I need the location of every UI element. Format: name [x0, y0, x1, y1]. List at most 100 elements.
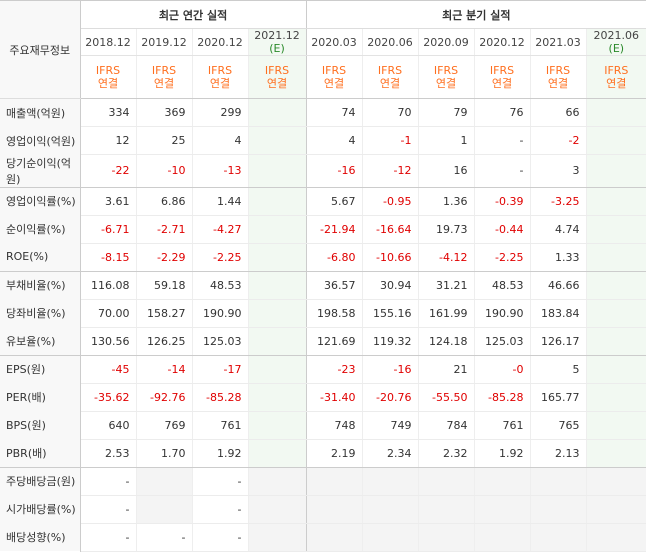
table-cell: -2.25 — [192, 243, 249, 272]
ifrs-consolidated-label: IFRS 연결 — [306, 55, 363, 99]
table-cell — [418, 495, 475, 524]
table-row: 순이익률(%) -6.71 -2.71 -4.27 -21.94 -16.64 19.73-… — [0, 215, 647, 244]
ifrs-consolidated-label: IFRS 연결 — [474, 55, 531, 99]
table-cell — [248, 98, 307, 127]
row-label: EPS(원) — [0, 355, 81, 383]
table-cell: -1 — [362, 126, 419, 155]
table-cell: 5 — [530, 355, 587, 384]
table-cell: 25 — [136, 126, 193, 155]
table-cell: 59.18 — [136, 271, 193, 300]
table-cell: 1.70 — [136, 439, 193, 468]
table-cell: -4.12 — [418, 243, 475, 272]
estimate-marker: (E) — [608, 42, 625, 55]
table-cell: 36.57 — [306, 271, 363, 300]
table-cell: 76 — [474, 98, 531, 127]
ifrs-label: IFRS — [377, 64, 403, 77]
table-cell — [248, 327, 307, 356]
table-cell: -0.44 — [474, 215, 531, 244]
table-cell: -35.62 — [80, 383, 137, 412]
table-cell: 16 — [418, 154, 475, 188]
table-cell: 190.90 — [474, 299, 531, 328]
table-cell: 1.92 — [192, 439, 249, 468]
table-cell — [306, 495, 363, 524]
table-cell: - — [80, 495, 137, 524]
table-cell — [248, 467, 307, 496]
table-cell — [474, 495, 531, 524]
period-label: 2020.03 — [311, 35, 357, 49]
table-cell — [248, 355, 307, 384]
table-cell — [586, 383, 647, 412]
table-cell: -21.94 — [306, 215, 363, 244]
row-label: 부채비율(%) — [0, 271, 81, 299]
table-row: PBR(배) 2.53 1.70 1.92 2.19 2.34 2.32 1.92 2.13 — [0, 439, 647, 468]
table-cell: 183.84 — [530, 299, 587, 328]
table-row: EPS(원) -45 -14 -17 -23 -16 21 -0 5 — [0, 355, 647, 384]
table-cell: 2.32 — [418, 439, 475, 468]
period-label: 2020.06 — [367, 35, 413, 49]
table-row: 부채비율(%) 116.08 59.18 48.53 36.57 30.94 31.21 48… — [0, 271, 647, 300]
table-cell: -2 — [530, 126, 587, 155]
table-cell — [248, 154, 307, 188]
table-cell: 66 — [530, 98, 587, 127]
table-cell: 765 — [530, 411, 587, 440]
period-header: 2020.09 — [418, 28, 475, 56]
table-header: 주요재무정보 최근 연간 실적 최근 분기 실적 2018.12 2019.12 2… — [0, 0, 647, 99]
table-row: 배당성향(%) - - - — [0, 523, 647, 552]
table-row: BPS(원) 640 769 761 748 749 784 761 765 — [0, 411, 647, 440]
consolidated-label: 연결 — [209, 77, 231, 90]
table-cell: - — [474, 126, 531, 155]
table-cell: 1.36 — [418, 187, 475, 216]
ifrs-consolidated-label: IFRS 연결 — [418, 55, 475, 99]
table-cell: 126.25 — [136, 327, 193, 356]
table-cell: - — [136, 523, 193, 552]
table-cell: -85.28 — [474, 383, 531, 412]
table-cell: - — [80, 467, 137, 496]
period-label: 2021.06 — [593, 29, 640, 42]
table-cell: 4.74 — [530, 215, 587, 244]
table-cell: 3 — [530, 154, 587, 188]
ifrs-label: IFRS — [151, 64, 177, 77]
table-row: 영업이익률(%) 3.61 6.86 1.44 5.67 -0.95 1.36 -0.39 -3… — [0, 187, 647, 216]
table-cell — [362, 495, 419, 524]
table-cell: -3.25 — [530, 187, 587, 216]
period-header: 2021.06 (E) — [586, 28, 647, 56]
table-cell: 70 — [362, 98, 419, 127]
row-label: 배당성향(%) — [0, 523, 81, 551]
table-cell: -0 — [474, 355, 531, 384]
table-cell: 2.53 — [80, 439, 137, 468]
table-cell: -4.27 — [192, 215, 249, 244]
table-cell: -2.29 — [136, 243, 193, 272]
table-cell: 119.32 — [362, 327, 419, 356]
consolidated-label: 연결 — [435, 77, 457, 90]
table-cell: -55.50 — [418, 383, 475, 412]
table-cell: 369 — [136, 98, 193, 127]
table-cell: -31.40 — [306, 383, 363, 412]
table-cell — [418, 467, 475, 496]
period-header: 2020.03 — [306, 28, 363, 56]
table-cell — [586, 187, 647, 216]
consolidated-label: 연결 — [323, 77, 345, 90]
table-cell: 21 — [418, 355, 475, 384]
ifrs-label: IFRS — [433, 64, 459, 77]
table-cell — [306, 467, 363, 496]
table-cell: 165.77 — [530, 383, 587, 412]
table-cell: 761 — [192, 411, 249, 440]
ifrs-label: IFRS — [321, 64, 347, 77]
ifrs-label: IFRS — [95, 64, 121, 77]
period-label: 2020.09 — [423, 35, 469, 49]
table-cell: 4 — [192, 126, 249, 155]
table-cell: -2.71 — [136, 215, 193, 244]
table-cell: -10 — [136, 154, 193, 188]
table-cell — [586, 271, 647, 300]
table-cell: 748 — [306, 411, 363, 440]
table-cell — [586, 411, 647, 440]
table-cell: -92.76 — [136, 383, 193, 412]
row-label: 유보율(%) — [0, 327, 81, 356]
table-cell: 769 — [136, 411, 193, 440]
ifrs-label: IFRS — [207, 64, 233, 77]
table-cell: 48.53 — [474, 271, 531, 300]
period-header: 2020.12 — [192, 28, 249, 56]
table-row: 시가배당률(%) - - — [0, 495, 647, 524]
table-cell: -23 — [306, 355, 363, 384]
table-cell: 46.66 — [530, 271, 587, 300]
